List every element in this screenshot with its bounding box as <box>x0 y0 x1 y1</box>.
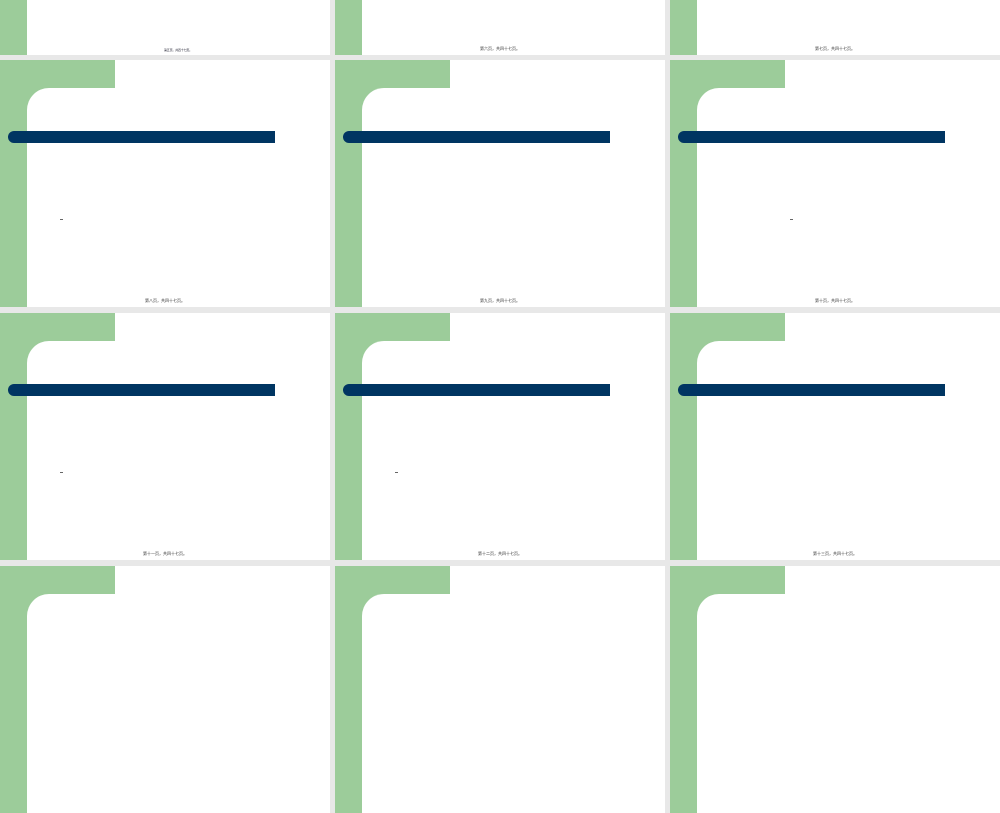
green-corner <box>362 88 384 110</box>
green-corner <box>362 341 384 363</box>
slide-thumbnail[interactable]: 第七页，共四十七页。 <box>670 0 1000 55</box>
green-corner <box>27 88 49 110</box>
slide-footer: 第六页，共四十七页。 <box>480 46 520 51</box>
green-side-strip <box>335 313 362 560</box>
green-corner <box>27 594 49 616</box>
green-top-block <box>0 313 115 341</box>
green-corner <box>697 594 719 616</box>
slide-thumbnail[interactable]: 第十一页，共四十七页。 <box>0 313 330 560</box>
slide-thumbnail[interactable]: 第六页，共四十七页。 <box>335 0 665 55</box>
green-top-block <box>335 313 450 341</box>
text-mark <box>60 472 63 473</box>
green-side-strip <box>335 0 362 55</box>
green-side-strip <box>670 566 697 813</box>
slide-footer: 第五页，共四十七页。 <box>163 48 192 52</box>
title-bar <box>8 384 275 396</box>
slide-footer: 第七页，共四十七页。 <box>815 46 855 51</box>
slide-thumbnail[interactable] <box>0 566 330 813</box>
slide-thumbnail[interactable] <box>670 566 1000 813</box>
slide-footer: 第十二页，共四十七页。 <box>478 551 522 556</box>
green-side-strip <box>670 60 697 307</box>
title-bar <box>678 131 945 143</box>
text-mark <box>395 472 398 473</box>
green-corner <box>697 88 719 110</box>
green-top-block <box>670 313 785 341</box>
green-side-strip <box>670 313 697 560</box>
title-bar <box>678 384 945 396</box>
slide-thumbnail[interactable]: 第十页，共四十七页。 <box>670 60 1000 307</box>
green-top-block <box>0 566 115 594</box>
text-mark <box>60 219 63 220</box>
slide-footer: 第八页，共四十七页。 <box>145 298 185 303</box>
title-bar <box>343 384 610 396</box>
green-corner <box>362 594 384 616</box>
green-top-block <box>670 60 785 88</box>
green-side-strip <box>335 60 362 307</box>
slide-footer: 第九页，共四十七页。 <box>480 298 520 303</box>
green-side-strip <box>0 0 27 55</box>
green-top-block <box>335 60 450 88</box>
slide-footer: 第十一页，共四十七页。 <box>143 551 187 556</box>
green-side-strip <box>0 566 27 813</box>
slide-thumbnail[interactable]: 第十二页，共四十七页。 <box>335 313 665 560</box>
slide-footer: 第十页，共四十七页。 <box>815 298 855 303</box>
green-corner <box>27 341 49 363</box>
green-side-strip <box>335 566 362 813</box>
title-bar <box>8 131 275 143</box>
slide-thumbnail[interactable]: 第五页，共四十七页。 <box>0 0 330 55</box>
green-top-block <box>335 566 450 594</box>
slide-thumbnail[interactable]: 第九页，共四十七页。 <box>335 60 665 307</box>
text-mark <box>790 219 793 220</box>
title-bar <box>343 131 610 143</box>
slide-footer: 第十三页，共四十七页。 <box>813 551 857 556</box>
green-side-strip <box>670 0 697 55</box>
green-top-block <box>0 60 115 88</box>
green-side-strip <box>0 313 27 560</box>
slide-thumbnail[interactable]: 第八页，共四十七页。 <box>0 60 330 307</box>
slide-thumbnail[interactable]: 第十三页，共四十七页。 <box>670 313 1000 560</box>
green-side-strip <box>0 60 27 307</box>
green-corner <box>697 341 719 363</box>
slide-thumbnail[interactable] <box>335 566 665 813</box>
green-top-block <box>670 566 785 594</box>
